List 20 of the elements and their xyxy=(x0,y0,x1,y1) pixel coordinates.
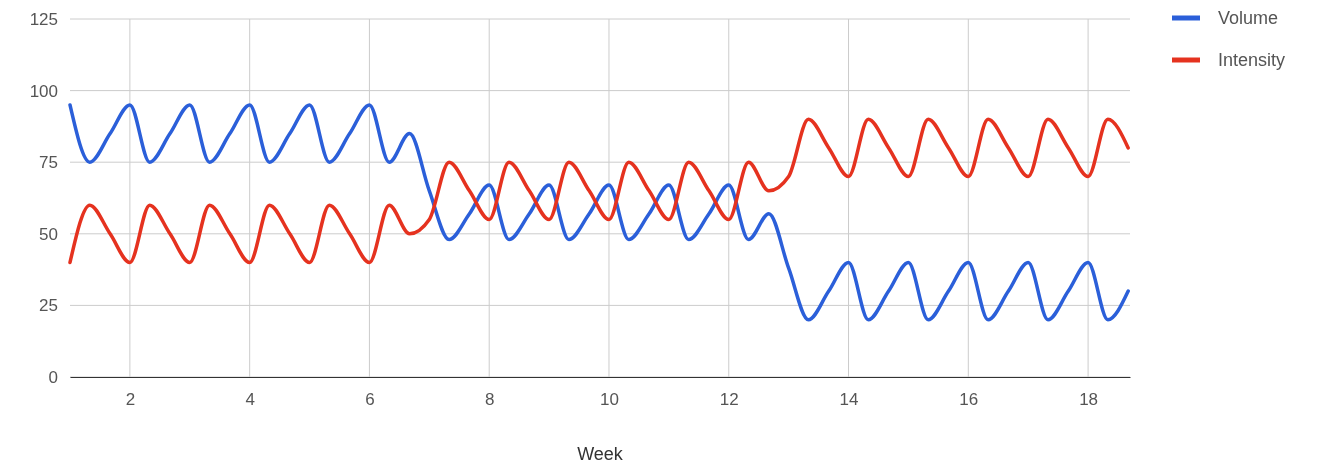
line-series xyxy=(68,117,1130,265)
x-axis-title: Week xyxy=(577,444,624,462)
y-tick-label: 100 xyxy=(29,81,58,101)
x-tick-label: 4 xyxy=(245,390,255,410)
x-tick-label: 10 xyxy=(600,390,619,410)
line-series xyxy=(68,103,1130,322)
x-tick-label: 2 xyxy=(125,390,136,410)
legend-label: Volume xyxy=(1218,8,1279,28)
y-tick-label: 50 xyxy=(39,224,58,244)
x-tick-label: 12 xyxy=(719,390,739,410)
y-tick-label: 25 xyxy=(39,296,58,316)
x-tick-label: 16 xyxy=(959,390,979,410)
x-tick-label: 6 xyxy=(365,390,375,410)
x-tick-label: 14 xyxy=(839,390,859,410)
legend-label: Intensity xyxy=(1218,50,1286,70)
x-tick-label: 8 xyxy=(484,390,495,410)
y-tick-label: 0 xyxy=(48,367,58,387)
y-tick-label: 125 xyxy=(29,9,58,29)
y-tick-label: 75 xyxy=(39,153,58,173)
x-tick-label: 18 xyxy=(1079,390,1099,410)
